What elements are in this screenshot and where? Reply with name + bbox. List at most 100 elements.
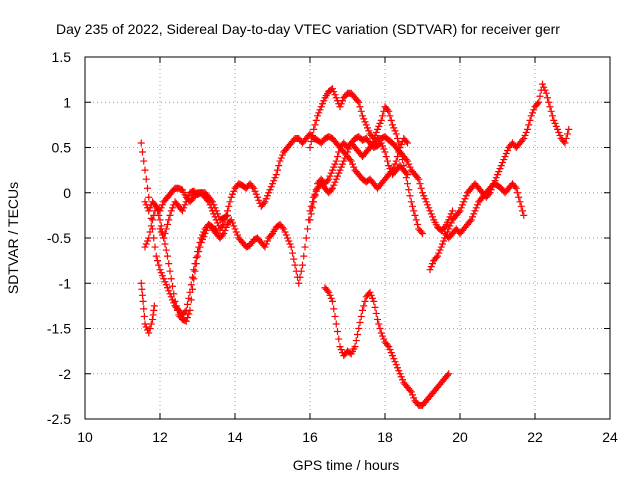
data-point [166, 211, 174, 219]
data-point [504, 147, 511, 155]
data-point [291, 261, 299, 269]
data-point [539, 80, 546, 88]
data-point [138, 285, 146, 293]
data-point [196, 243, 204, 251]
data-point [325, 175, 333, 183]
data-point [335, 335, 343, 343]
data-point [455, 208, 463, 216]
data-point [232, 228, 240, 236]
data-point [377, 116, 385, 124]
data-point [161, 240, 169, 248]
data-point [261, 243, 269, 251]
data-point [159, 201, 166, 209]
data-point [390, 163, 398, 171]
data-point [445, 370, 453, 378]
data-point [192, 260, 200, 268]
data-point [224, 211, 231, 219]
data-point [311, 192, 319, 200]
data-point [157, 269, 165, 277]
data-point [311, 121, 319, 129]
data-point [402, 174, 410, 182]
data-point [514, 189, 521, 197]
data-point [161, 278, 169, 286]
data-point [445, 225, 453, 233]
data-point [402, 137, 410, 145]
data-point [202, 226, 210, 234]
data-point [189, 273, 196, 281]
data-point [160, 234, 168, 242]
data-point [145, 329, 153, 337]
data-point [331, 312, 339, 320]
data-point [164, 220, 171, 228]
data-point [460, 198, 468, 206]
data-point [496, 165, 504, 173]
data-point [550, 116, 558, 124]
data-point [391, 127, 399, 135]
data-point [331, 160, 339, 168]
data-point [357, 107, 365, 115]
data-point [281, 228, 289, 236]
data-point [360, 115, 368, 123]
data-point [297, 267, 305, 275]
data-point [184, 195, 191, 203]
data-point [439, 240, 446, 248]
data-point [387, 349, 395, 357]
data-point [197, 239, 205, 247]
data-point [459, 201, 466, 209]
data-point [290, 255, 298, 263]
data-point [412, 216, 420, 224]
data-point [425, 204, 433, 212]
data-point [495, 168, 503, 176]
data-point [389, 166, 396, 174]
data-point [554, 125, 561, 133]
y-tick-labels: -2.5 -2 -1.5 -1 -0.5 0 0.5 1 1.5 [47, 49, 71, 427]
data-point [361, 118, 369, 126]
data-point [351, 343, 359, 351]
data-point [405, 186, 413, 194]
data-point [156, 216, 164, 224]
data-point [327, 294, 335, 302]
data-point [317, 103, 325, 111]
data-point [340, 157, 348, 165]
data-point [140, 305, 148, 313]
data-point [137, 139, 145, 147]
data-point [267, 231, 275, 239]
data-point [210, 201, 218, 209]
data-point [207, 196, 215, 204]
data-point [229, 219, 236, 227]
data-point [446, 222, 454, 230]
series-arc-g [321, 284, 453, 409]
data-point [355, 98, 363, 106]
data-point [519, 207, 526, 215]
data-point [284, 234, 291, 242]
data-point [269, 180, 276, 188]
x-tick-label: 14 [227, 429, 243, 445]
data-point [472, 204, 480, 212]
data-point [527, 112, 535, 120]
data-point [350, 163, 358, 171]
data-point [264, 237, 271, 245]
data-point [385, 343, 393, 351]
data-point [307, 202, 315, 210]
data-point [154, 207, 161, 215]
data-point [262, 240, 270, 248]
data-point [140, 312, 148, 320]
data-point [414, 220, 421, 228]
data-point [471, 207, 479, 215]
data-point [156, 225, 164, 233]
data-point [285, 237, 293, 245]
data-point [152, 252, 160, 260]
data-point [334, 328, 341, 336]
data-point [424, 201, 431, 209]
data-point [419, 189, 426, 197]
data-point [332, 157, 340, 165]
data-point [146, 325, 154, 332]
data-point [307, 137, 315, 145]
data-point [382, 153, 390, 161]
data-point [251, 187, 259, 195]
data-point [500, 156, 508, 164]
data-point [282, 231, 290, 239]
x-tick-label: 12 [152, 429, 168, 445]
data-point [329, 184, 336, 192]
